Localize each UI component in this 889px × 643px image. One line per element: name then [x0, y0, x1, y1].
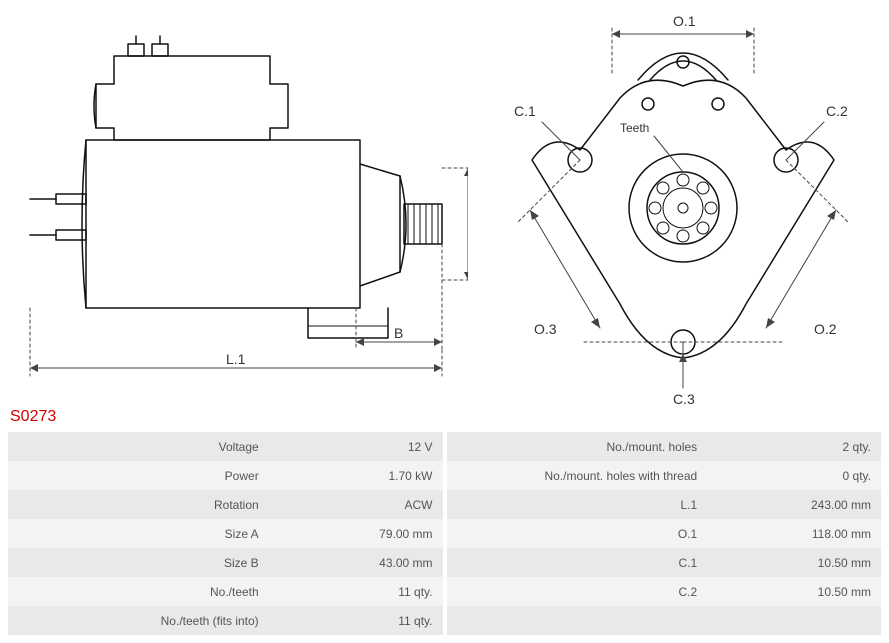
spec-tables: Voltage12 VPower1.70 kWRotationACWSize A… — [8, 432, 881, 635]
spec-value: ACW — [269, 490, 443, 519]
spec-value: 10.50 mm — [707, 577, 881, 606]
side-view-diagram: A B L.1 — [8, 8, 468, 378]
spec-label: L.1 — [447, 490, 708, 519]
dim-label-c1: C.1 — [514, 103, 536, 119]
dim-label-o3: O.3 — [534, 321, 557, 337]
teeth-label: Teeth — [620, 121, 649, 135]
spec-label: No./mount. holes — [447, 432, 708, 461]
spec-label: Size B — [8, 548, 269, 577]
part-number: S0273 — [10, 408, 879, 426]
spec-row: No./mount. holes2 qty. — [447, 432, 882, 461]
spec-value: 43.00 mm — [269, 548, 443, 577]
spec-value: 12 V — [269, 432, 443, 461]
spec-row: C.210.50 mm — [447, 577, 882, 606]
spec-row: No./teeth11 qty. — [8, 577, 443, 606]
spec-label: Voltage — [8, 432, 269, 461]
spec-label: No./mount. holes with thread — [447, 461, 708, 490]
spec-row: Size B43.00 mm — [8, 548, 443, 577]
spec-label: Rotation — [8, 490, 269, 519]
spec-label: O.1 — [447, 519, 708, 548]
spec-row: O.1118.00 mm — [447, 519, 882, 548]
spec-label: Power — [8, 461, 269, 490]
spec-value: 243.00 mm — [707, 490, 881, 519]
dim-label-c2: C.2 — [826, 103, 848, 119]
dim-label-l1: L.1 — [226, 351, 246, 367]
spec-row: No./mount. holes with thread0 qty. — [447, 461, 882, 490]
spec-row: Size A79.00 mm — [8, 519, 443, 548]
spec-value: 11 qty. — [269, 606, 443, 635]
front-view-diagram: O.1 O.2 O.3 C.1 C.2 C.3 Teeth — [488, 8, 878, 398]
spec-label: C.2 — [447, 577, 708, 606]
spec-value: 10.50 mm — [707, 548, 881, 577]
dim-label-o1: O.1 — [673, 13, 696, 29]
spec-value: 2 qty. — [707, 432, 881, 461]
spec-label: Size A — [8, 519, 269, 548]
spec-row-empty — [447, 606, 882, 635]
spec-row: C.110.50 mm — [447, 548, 882, 577]
spec-value: 1.70 kW — [269, 461, 443, 490]
dim-label-o2: O.2 — [814, 321, 837, 337]
spec-table-left: Voltage12 VPower1.70 kWRotationACWSize A… — [8, 432, 443, 635]
spec-row: RotationACW — [8, 490, 443, 519]
spec-label: No./teeth (fits into) — [8, 606, 269, 635]
spec-label: No./teeth — [8, 577, 269, 606]
spec-row: No./teeth (fits into)11 qty. — [8, 606, 443, 635]
spec-table-right: No./mount. holes2 qty.No./mount. holes w… — [447, 432, 882, 635]
spec-value: 79.00 mm — [269, 519, 443, 548]
spec-value: 118.00 mm — [707, 519, 881, 548]
dim-label-b: B — [394, 325, 403, 341]
spec-row: Power1.70 kW — [8, 461, 443, 490]
spec-label: C.1 — [447, 548, 708, 577]
spec-row: L.1243.00 mm — [447, 490, 882, 519]
spec-row: Voltage12 V — [8, 432, 443, 461]
dim-label-c3: C.3 — [673, 391, 695, 407]
spec-value: 11 qty. — [269, 577, 443, 606]
diagram-row: A B L.1 — [8, 8, 881, 398]
spec-value: 0 qty. — [707, 461, 881, 490]
